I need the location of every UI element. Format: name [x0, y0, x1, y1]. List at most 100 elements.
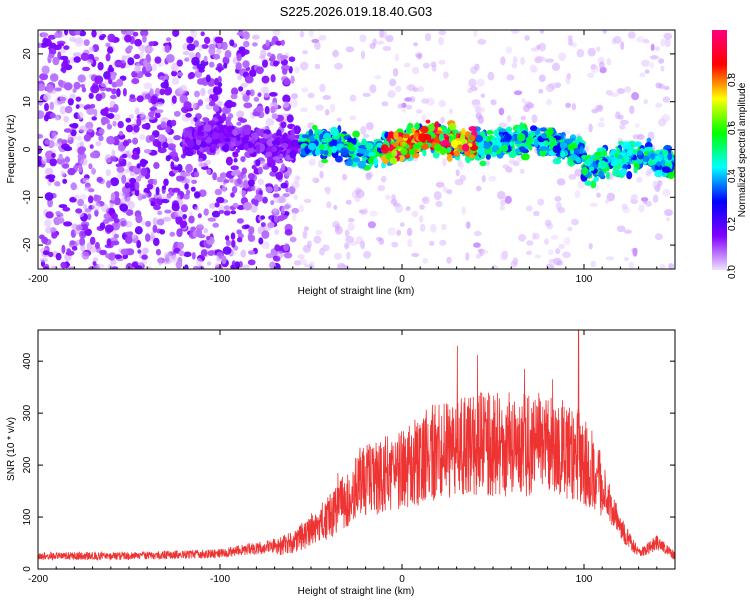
noise-blob — [274, 229, 280, 236]
noise-blob — [134, 65, 141, 74]
noise-blob — [120, 248, 129, 256]
noise-blob — [88, 188, 95, 193]
noise-blob — [243, 201, 252, 211]
signal-blob — [289, 150, 297, 159]
signal-blob — [186, 139, 195, 149]
noise-blob — [88, 266, 96, 269]
noise-blob — [360, 125, 367, 135]
noise-blob — [650, 43, 655, 52]
noise-blob — [422, 196, 430, 205]
noise-blob — [92, 257, 99, 262]
noise-blob — [641, 59, 651, 68]
noise-blob — [639, 72, 646, 78]
noise-blob — [73, 56, 81, 63]
noise-blob — [606, 58, 612, 66]
noise-blob — [107, 33, 116, 43]
noise-blob — [180, 171, 189, 177]
signal-blob — [646, 137, 652, 143]
noise-blob — [202, 117, 209, 122]
noise-blob — [169, 231, 176, 237]
noise-blob — [95, 93, 103, 102]
noise-blob — [261, 230, 270, 239]
noise-blob — [403, 62, 411, 68]
noise-blob — [497, 190, 506, 200]
spectrogram-ytick-label: -20 — [22, 237, 33, 252]
noise-blob — [63, 128, 73, 133]
noise-blob — [81, 86, 87, 93]
noise-blob — [422, 257, 429, 264]
noise-blob — [141, 254, 148, 260]
noise-blob — [333, 252, 342, 260]
noise-blob — [638, 204, 645, 213]
spectrogram-ytick-label: -10 — [22, 190, 33, 205]
noise-blob — [212, 53, 221, 60]
signal-blob — [263, 129, 271, 135]
noise-blob — [152, 138, 161, 147]
noise-blob — [142, 34, 147, 43]
noise-blob — [83, 203, 88, 210]
signal-blob — [453, 150, 460, 158]
noise-blob — [621, 203, 628, 210]
noise-blob — [208, 101, 216, 107]
noise-blob — [439, 239, 447, 246]
noise-blob — [38, 110, 45, 119]
noise-blob — [288, 56, 296, 62]
noise-blob — [587, 47, 596, 57]
noise-blob — [277, 250, 284, 259]
noise-blob — [112, 120, 117, 127]
noise-blob — [214, 36, 224, 44]
noise-blob — [74, 40, 84, 47]
noise-blob — [314, 63, 321, 70]
spectrogram-xtick-label: 0 — [399, 274, 405, 285]
signal-blob — [505, 126, 513, 132]
noise-blob — [284, 229, 293, 236]
signal-blob — [462, 143, 470, 152]
noise-blob — [281, 206, 286, 215]
noise-blob — [275, 171, 284, 180]
colorbar-tick-label: 0.0 — [727, 265, 738, 279]
noise-blob — [277, 215, 285, 222]
noise-blob — [41, 32, 49, 38]
noise-blob — [314, 41, 321, 50]
signal-blob — [218, 124, 225, 132]
noise-blob — [166, 137, 174, 145]
noise-blob — [300, 61, 309, 71]
noise-blob — [506, 115, 512, 122]
noise-blob — [576, 48, 585, 58]
noise-blob — [282, 68, 288, 75]
colorbar-gradient — [712, 30, 727, 270]
noise-blob — [349, 94, 357, 102]
noise-blob — [44, 139, 52, 145]
colorbar: 0.0 0.2 0.4 0.6 0.8 Normalized spectral ampl… — [712, 30, 748, 279]
noise-blob — [236, 53, 242, 62]
noise-blob — [472, 100, 481, 109]
noise-blob — [548, 258, 557, 264]
noise-blob — [132, 31, 139, 37]
noise-blob — [538, 89, 544, 94]
noise-blob — [303, 198, 312, 203]
noise-blob — [120, 30, 128, 35]
noise-blob — [206, 235, 211, 241]
signal-blob — [549, 137, 557, 144]
noise-blob — [76, 165, 83, 173]
signal-blob — [373, 157, 379, 167]
noise-blob — [49, 73, 59, 82]
noise-blob — [150, 231, 155, 240]
noise-blob — [136, 117, 142, 127]
signal-blob — [626, 164, 632, 170]
noise-blob — [110, 74, 116, 81]
noise-blob — [242, 60, 250, 69]
noise-blob — [176, 228, 183, 238]
noise-blob — [248, 226, 255, 235]
noise-blob — [97, 61, 104, 71]
noise-blob — [555, 248, 561, 255]
noise-blob — [558, 52, 567, 61]
noise-blob — [399, 222, 405, 227]
noise-blob — [376, 40, 385, 45]
signal-blob — [293, 125, 301, 135]
noise-blob — [117, 121, 124, 129]
noise-blob — [208, 43, 216, 50]
noise-blob — [631, 92, 640, 101]
noise-blob — [113, 233, 119, 239]
